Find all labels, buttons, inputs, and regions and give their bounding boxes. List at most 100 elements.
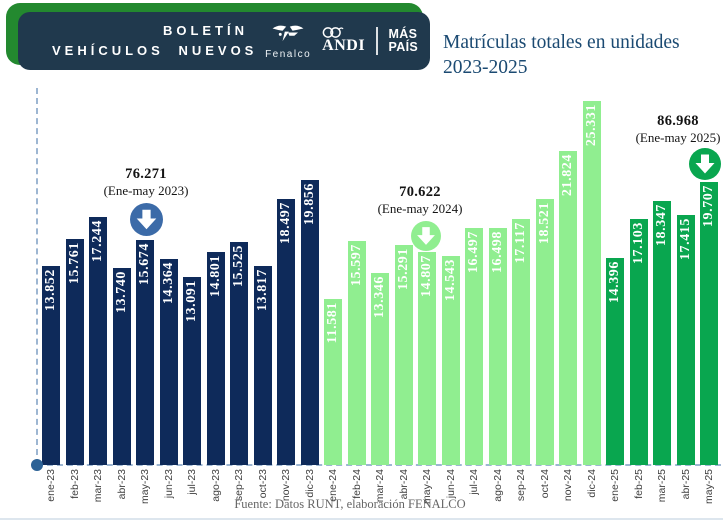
down-arrow-icon-2024 <box>411 221 441 251</box>
bar-value-label-abr-23: 13.740 <box>113 271 129 314</box>
logo-group: Fenalco ANDI MÁS PAÍS <box>265 23 418 60</box>
mas-pais-line2: PAÍS <box>388 40 418 54</box>
bar-value-label-oct-23: 13.817 <box>254 269 270 312</box>
annotation-2025-total: 86.968 <box>657 113 699 129</box>
bar-abr-25: 17.415 <box>676 215 695 465</box>
bar-oct-23: 13.817 <box>253 266 272 465</box>
bar-value-label-may-23: 15.674 <box>137 243 152 286</box>
bar-value-label-jun-23: 14.364 <box>160 262 176 305</box>
bar-value-label-ene-24: 11.581 <box>325 302 340 344</box>
andi-label: ANDI <box>322 36 366 54</box>
down-arrow-icon-2025 <box>689 148 721 180</box>
fenalco-logo: Fenalco <box>265 23 311 60</box>
mas-pais-line1: MÁS <box>388 26 418 41</box>
bar-value-label-feb-23: 15.761 <box>66 242 82 285</box>
bar-feb-24: 15.597 <box>347 241 366 465</box>
x-axis-line <box>37 464 721 466</box>
bar-value-label-jun-24: 14.543 <box>442 259 458 302</box>
chart-title-line2: 2023-2025 <box>443 56 528 78</box>
bar-value-label-oct-24: 18.521 <box>536 202 552 245</box>
annotation-2023: 76.271 (Ene-may 2023) <box>58 166 234 199</box>
x-axis-label-oct-23: oct-23 <box>256 469 269 499</box>
chart-title-line1: Matrículas totales en unidades <box>443 32 680 53</box>
bar-ago-23: 14.801 <box>206 252 225 465</box>
bar-ene-24: 11.581 <box>324 299 342 465</box>
bar-ene-23: 13.852 <box>42 266 60 465</box>
header-banner: BOLETÍN VEHÍCULOS NUEVOS Fenalco <box>18 12 430 70</box>
bar-value-label-ene-25: 14.396 <box>607 261 622 304</box>
bar-chart: 13.852 15.761 17.244 13.740 15.674 14.364 13.0… <box>42 95 718 465</box>
annotation-2024-period: (Ene-may 2024) <box>377 201 463 216</box>
x-axis-label-feb-24: feb-24 <box>350 469 363 499</box>
bar-nov-23: 18.497 <box>277 199 295 465</box>
bar-nov-24: 21.824 <box>559 151 577 465</box>
bar-value-label-mar-24: 13.346 <box>372 276 387 319</box>
fenalco-label: Fenalco <box>265 48 312 60</box>
y-axis-line <box>36 88 38 465</box>
bar-value-label-sep-23: 15.525 <box>231 245 246 288</box>
andi-emblem-icon <box>321 26 345 43</box>
annotation-2025-period: (Ene-may 2025) <box>635 130 721 145</box>
bar-sep-23: 15.525 <box>230 242 248 465</box>
bar-value-label-abr-24: 15.291 <box>395 248 411 291</box>
bar-ene-25: 14.396 <box>606 258 624 465</box>
x-axis-label-oct-24: oct-24 <box>538 469 551 499</box>
annotation-2023-total: 76.271 <box>125 166 167 182</box>
x-axis-label-jul-24: jul-24 <box>468 469 480 495</box>
chart-title: Matrículas totales en unidades 2023-2025 <box>443 31 680 81</box>
bar-jun-24: 14.543 <box>441 256 460 465</box>
annotation-2024: 70.622 (Ene-may 2024) <box>332 184 508 217</box>
axis-origin-dot <box>31 459 43 471</box>
bar-may-23: 15.674 <box>136 240 154 465</box>
bar-value-label-dic-23: 19.856 <box>301 183 317 226</box>
bar-value-label-nov-23: 18.497 <box>278 202 293 245</box>
annotation-2023-period: (Ene-may 2023) <box>103 183 189 198</box>
bar-value-label-ene-23: 13.852 <box>43 269 58 312</box>
bar-dic-23: 19.856 <box>300 180 319 465</box>
x-axis-label-jun-23: jun-23 <box>162 469 175 499</box>
logo-divider <box>376 27 378 55</box>
x-axis-label-may-25: may-25 <box>703 469 715 505</box>
x-axis-label-feb-23: feb-23 <box>68 469 81 499</box>
x-axis-label-abr-23: abr-23 <box>115 469 128 500</box>
x-axis-label-abr-24: abr-24 <box>397 469 410 500</box>
x-axis-label-dic-23: dic-23 <box>303 469 316 498</box>
bar-ago-24: 16.498 <box>488 228 507 465</box>
bar-value-label-ago-24: 16.498 <box>489 231 505 274</box>
bar-mar-24: 13.346 <box>371 273 389 465</box>
bar-mar-25: 18.347 <box>653 201 671 465</box>
bar-value-label-feb-24: 15.597 <box>348 244 364 287</box>
bar-abr-23: 13.740 <box>112 268 131 465</box>
bar-value-label-abr-25: 17.415 <box>677 218 693 261</box>
bar-jul-24: 16.497 <box>465 228 483 465</box>
bar-oct-24: 18.521 <box>535 199 554 465</box>
bar-value-label-sep-24: 17.117 <box>513 222 528 264</box>
fenalco-wings-icon <box>269 23 307 48</box>
mas-pais-logo: MÁS PAÍS <box>388 26 418 55</box>
bottom-divider <box>0 518 723 520</box>
annotation-2024-total: 70.622 <box>399 184 441 200</box>
bar-value-label-mar-25: 18.347 <box>654 204 669 247</box>
x-axis-label-jul-23: jul-23 <box>186 469 198 495</box>
bar-value-label-mar-23: 17.244 <box>90 220 105 263</box>
bar-feb-23: 15.761 <box>65 239 84 465</box>
bulletin-title: BOLETÍN VEHÍCULOS NUEVOS <box>52 21 253 61</box>
bar-value-label-may-24: 14.807 <box>419 255 434 298</box>
bar-value-label-ago-23: 14.801 <box>207 255 223 298</box>
bar-dic-24: 25.331 <box>582 101 601 465</box>
bar-value-label-jul-23: 13.091 <box>184 280 199 323</box>
andi-logo: ANDI <box>321 26 366 54</box>
bar-jul-23: 13.091 <box>183 277 201 465</box>
bulletin-title-line1: BOLETÍN <box>162 22 248 38</box>
bar-value-label-feb-25: 17.103 <box>630 222 646 265</box>
annotation-2025: 86.968 (Ene-may 2025) <box>590 113 723 146</box>
x-axis-label-abr-25: abr-25 <box>679 469 692 500</box>
bar-value-label-nov-24: 21.824 <box>560 154 575 197</box>
bar-feb-25: 17.103 <box>629 219 648 465</box>
bar-value-label-may-25: 19.707 <box>701 185 716 228</box>
x-axis-label-dic-24: dic-24 <box>585 469 598 498</box>
down-arrow-icon-2023 <box>130 203 163 236</box>
bar-abr-24: 15.291 <box>394 245 413 465</box>
bar-jun-23: 14.364 <box>159 259 178 465</box>
